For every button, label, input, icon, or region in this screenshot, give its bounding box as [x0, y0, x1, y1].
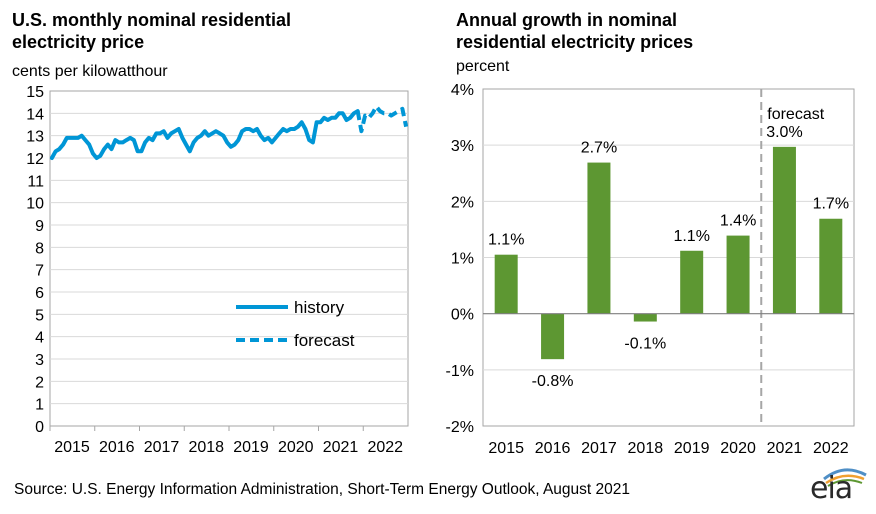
source-note: Source: U.S. Energy Information Administ…: [14, 481, 630, 498]
bar-data-label-2018: -0.1%: [624, 336, 666, 353]
right-y-tick-label: 2%: [451, 194, 474, 211]
legend-label-forecast: forecast: [294, 331, 355, 350]
left-x-tick-label: 2020: [278, 439, 314, 456]
bar-data-label-2021: 3.0%: [766, 124, 802, 141]
right-chart-title: Annual growth in nominal residential ele…: [456, 10, 694, 52]
right-y-tick-label: 4%: [451, 82, 474, 99]
eia-logo-text: eia: [810, 471, 853, 506]
bar-2019: [680, 250, 704, 314]
left-x-tick-label: 2021: [323, 439, 359, 456]
bar-data-label-2017: 2.7%: [581, 140, 617, 157]
left-y-tick-label: 13: [26, 129, 44, 146]
left-y-tick-label: 14: [26, 106, 44, 123]
left-y-tick-label: 11: [27, 173, 44, 190]
left-y-tick-label: 7: [35, 263, 44, 280]
right-x-tick-label: 2018: [628, 440, 664, 457]
left-x-tick-label: 2016: [99, 439, 135, 456]
left-y-tick-label: 6: [35, 285, 44, 302]
line-series-forecast: [355, 104, 409, 134]
bar-data-label-2016: -0.8%: [532, 373, 574, 390]
right-x-tick-label: 2022: [813, 440, 849, 457]
bar-data-label-2020: 1.4%: [720, 213, 756, 230]
bar-data-label-2019: 1.1%: [673, 228, 709, 245]
left-y-tick-label: 3: [35, 352, 44, 369]
right-x-tick-label: 2019: [674, 440, 710, 457]
bar-2020: [726, 235, 750, 314]
bar-data-label-2022: 1.7%: [813, 196, 849, 213]
right-x-tick-label: 2021: [767, 440, 803, 457]
left-x-tick-label: 2017: [144, 439, 180, 456]
left-y-tick-label: 12: [26, 151, 44, 168]
right-x-tick-label: 2016: [535, 440, 571, 457]
left-y-tick-label: 15: [26, 84, 44, 101]
left-x-tick-label: 2015: [54, 439, 90, 456]
bar-2021: [772, 146, 796, 314]
bar-data-label-2015: 1.1%: [488, 232, 524, 249]
right-x-tick-label: 2015: [488, 440, 524, 457]
left-y-tick-label: 4: [35, 330, 44, 347]
left-x-tick-label: 2018: [188, 439, 224, 456]
left-chart-title: U.S. monthly nominal residential electri…: [12, 10, 292, 52]
right-y-tick-label: -1%: [446, 363, 474, 380]
left-y-tick-label: 5: [35, 307, 44, 324]
left-y-tick-label: 9: [35, 218, 44, 235]
left-y-tick-label: 0: [35, 419, 44, 436]
right-y-tick-label: 3%: [451, 138, 474, 155]
right-y-tick-label: -2%: [446, 419, 474, 436]
right-chart-ylabel: percent: [456, 58, 510, 75]
right-y-tick-label: 0%: [451, 307, 474, 324]
bar-2022: [819, 218, 843, 314]
left-y-tick-label: 1: [35, 397, 44, 414]
eia-logo-swoosh-icon: [823, 468, 867, 487]
right-x-tick-label: 2017: [581, 440, 617, 457]
legend-label-history: history: [294, 298, 345, 317]
bar-2017: [587, 162, 611, 314]
left-x-tick-label: 2022: [367, 439, 403, 456]
left-y-tick-label: 2: [35, 374, 44, 391]
line-series-history: [49, 109, 360, 160]
left-x-tick-label: 2019: [233, 439, 269, 456]
bar-2018: [633, 313, 657, 322]
bar-2016: [541, 313, 565, 360]
forecast-annotation: forecast: [767, 106, 824, 123]
left-plot-frame: [49, 90, 409, 427]
left-y-tick-label: 10: [26, 196, 44, 213]
eia-logo: eia: [806, 465, 868, 509]
bar-2015: [494, 254, 518, 314]
left-y-tick-label: 8: [35, 240, 44, 257]
right-x-tick-label: 2020: [720, 440, 756, 457]
left-chart-ylabel: cents per kilowatthour: [12, 63, 168, 80]
right-y-tick-label: 1%: [451, 251, 474, 268]
